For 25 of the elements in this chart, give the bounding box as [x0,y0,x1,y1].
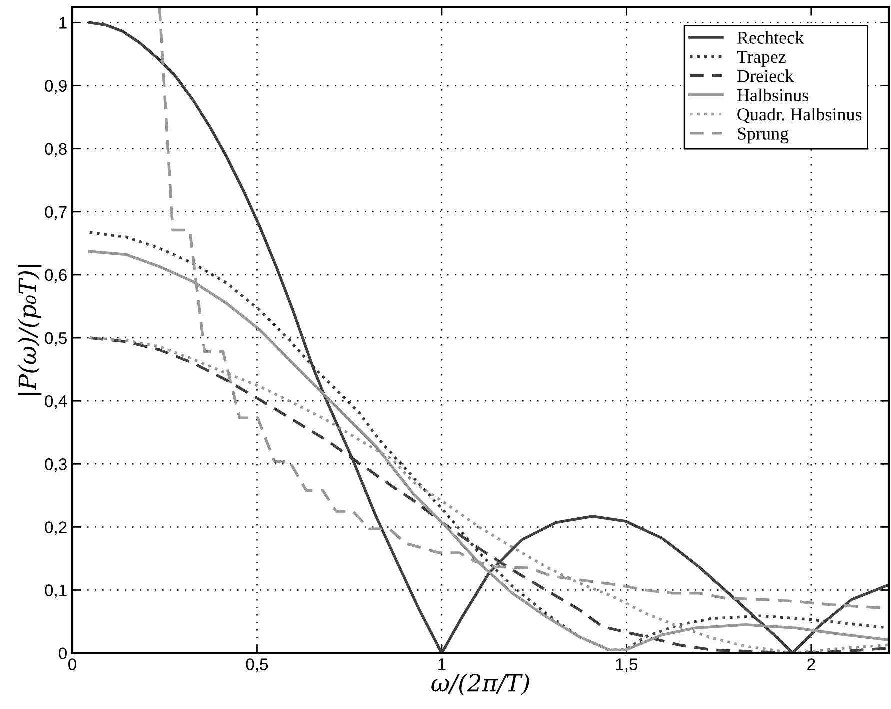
y-tick-label: 0,9 [45,80,67,94]
legend-label: Trapez [737,51,786,67]
x-tick-label: 0,5 [246,658,268,672]
legend-label: Quadr. Halbsinus [738,108,862,124]
y-tick-label: 0,1 [45,584,67,598]
y-tick-label: 0 [59,648,67,660]
y-tick-label: 0,2 [45,522,67,536]
legend-label: Sprung [738,128,789,144]
y-tick-label: 0,5 [45,332,67,346]
legend-label: Dreieck [737,70,794,82]
y-tick-label: 0,8 [45,143,67,158]
legend-label: Halbsinus [737,88,808,102]
x-tick-label: 1 [438,658,446,670]
legend-label: Rechteck [737,31,804,44]
y-tick-label: 0,3 [45,458,67,472]
y-axis-title: |P(ω)/(p₀T)| [18,265,42,396]
line-series [88,21,889,654]
y-tick-label: 0,4 [45,395,68,410]
x-axis-title: ω/(2π/T) [432,674,530,696]
y-tick-label: 0,7 [45,206,67,220]
x-tick-label: 2 [808,658,816,670]
y-tick-label: 0,6 [45,269,67,284]
y-tick-label: 1 [60,17,67,29]
x-tick-label: 0 [68,658,76,670]
x-tick-label: 1,5 [616,658,638,672]
